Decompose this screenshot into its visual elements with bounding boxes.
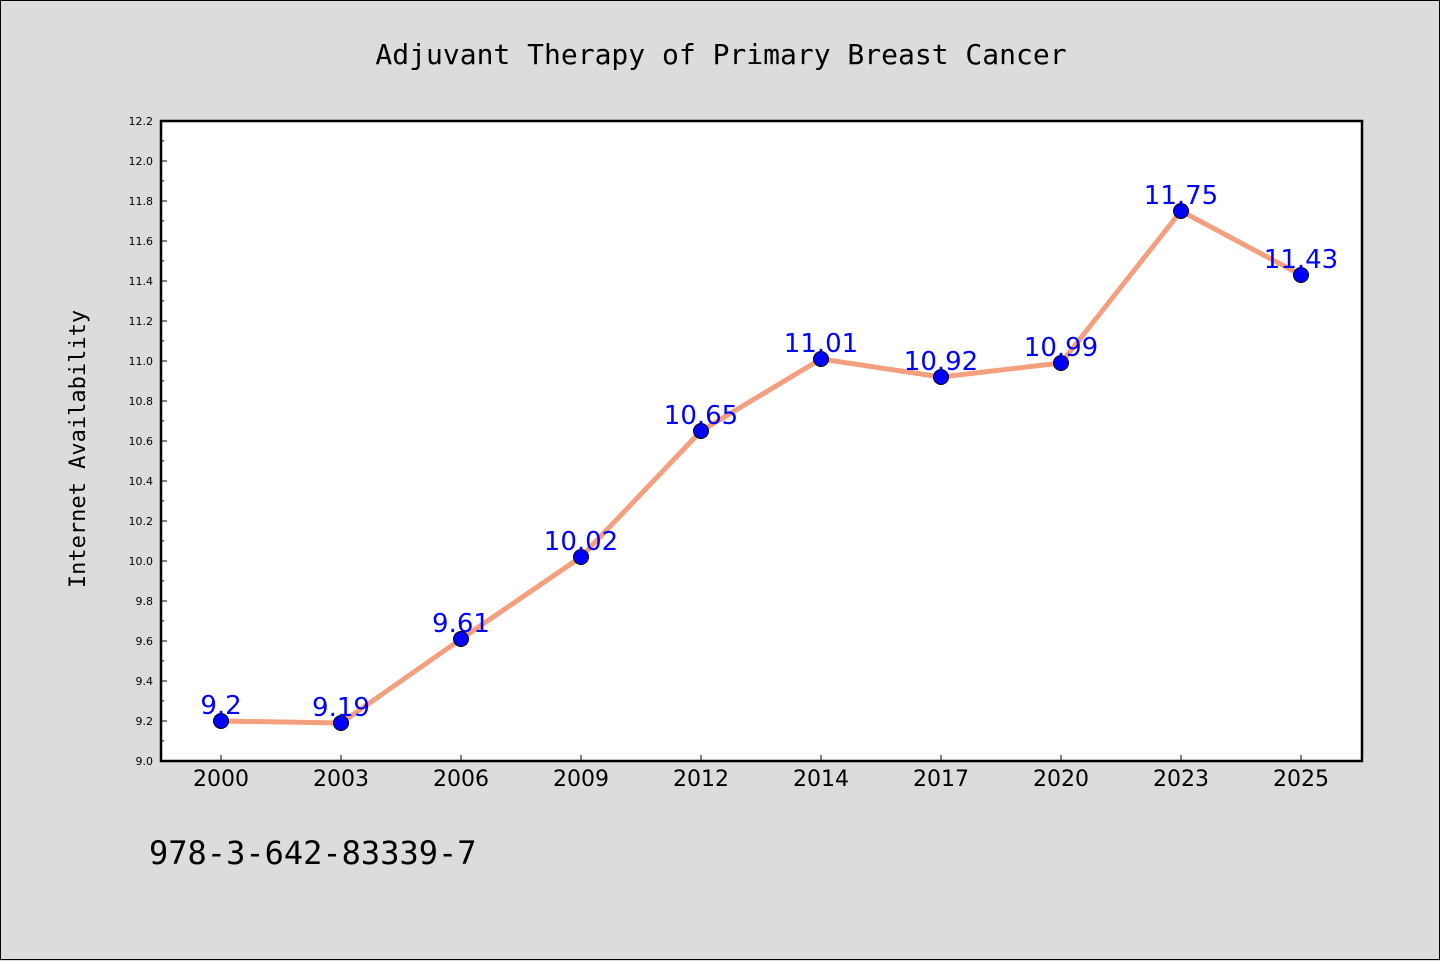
data-label: 10.65 [664, 401, 738, 431]
x-tick-label: 2000 [193, 767, 249, 792]
y-tick-label: 9.6 [136, 635, 154, 648]
y-tick-label: 11.8 [129, 195, 154, 208]
y-tick-label: 9.0 [136, 755, 154, 768]
y-tick-label: 9.4 [136, 675, 154, 688]
data-label: 9.19 [312, 693, 370, 723]
x-tick-label: 2006 [433, 767, 489, 792]
x-tick-label: 2023 [1153, 767, 1209, 792]
x-tick-label: 2009 [553, 767, 609, 792]
data-point [1293, 267, 1309, 283]
x-tick-label: 2014 [793, 767, 849, 792]
data-label: 11.43 [1264, 245, 1338, 275]
plot-area [159, 119, 1364, 763]
series-group [218, 208, 1304, 726]
x-tick-label: 2020 [1033, 767, 1089, 792]
data-point [1053, 355, 1069, 371]
y-tick-label: 11.2 [129, 315, 154, 328]
x-axis: 2000 2003 2006 2009 2012 2014 2017 2020 2023 2025 [193, 755, 1329, 792]
data-label: 10.02 [544, 527, 618, 557]
data-label: 10.92 [904, 347, 978, 377]
markers-group [213, 203, 1309, 731]
data-labels-group: 9.2 9.19 9.61 10.02 10.65 11.01 10.92 10.99 11.7… [200, 181, 1338, 723]
data-point [933, 369, 949, 385]
y-axis-label: Internet Availability [66, 310, 91, 588]
y-tick-label: 10.0 [129, 555, 154, 568]
data-point [813, 351, 829, 367]
y-tick-label: 11.0 [129, 355, 154, 368]
data-point [693, 423, 709, 439]
y-tick-label: 9.8 [136, 595, 154, 608]
data-point [453, 631, 469, 647]
data-label: 10.99 [1024, 333, 1098, 363]
y-tick-label: 10.8 [129, 395, 154, 408]
data-point [1173, 203, 1189, 219]
data-label: 11.75 [1144, 181, 1218, 211]
data-point [573, 549, 589, 565]
y-tick-label: 10.2 [129, 515, 154, 528]
y-tick-label: 10.4 [129, 475, 154, 488]
series-line [218, 208, 1304, 726]
y-tick-label: 12.0 [129, 155, 154, 168]
y-tick-label: 11.4 [129, 275, 154, 288]
data-label: 9.61 [432, 609, 490, 639]
y-tick-label: 11.6 [129, 235, 154, 248]
y-tick-label: 10.6 [129, 435, 154, 448]
isbn-footnote: 978-3-642-83339-7 [149, 834, 477, 872]
data-point [213, 713, 229, 729]
data-label: 11.01 [784, 329, 858, 359]
x-tick-label: 2003 [313, 767, 369, 792]
x-tick-label: 2017 [913, 767, 969, 792]
y-tick-label: 12.2 [129, 115, 154, 128]
x-tick-label: 2012 [673, 767, 729, 792]
data-point [333, 715, 349, 731]
y-tick-label: 9.2 [136, 715, 154, 728]
y-axis: 9.0 9.2 9.4 9.6 9.8 10.0 10.2 10.4 10.6 10.8 11.0 1… [129, 115, 167, 768]
data-label: 9.2 [200, 691, 241, 721]
chart-title: Adjuvant Therapy of Primary Breast Cance… [375, 38, 1066, 71]
x-tick-label: 2025 [1273, 767, 1329, 792]
